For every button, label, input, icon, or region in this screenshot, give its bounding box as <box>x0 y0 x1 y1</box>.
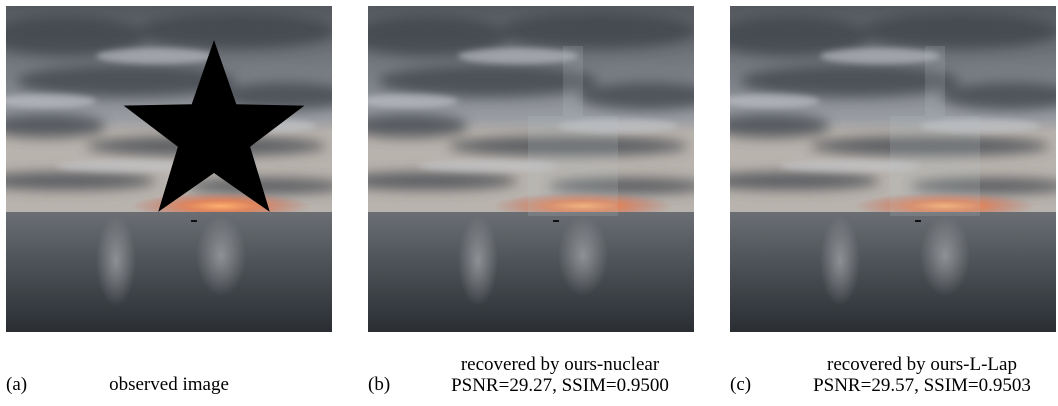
caption: observed image <box>109 374 229 395</box>
caption: PSNR=29.57, SSIM=0.9503 <box>813 375 1031 396</box>
caption: recovered by ours-L-Lap <box>827 354 1017 375</box>
panel-label: (a) <box>6 374 27 395</box>
caption: recovered by ours-nuclear <box>461 354 660 375</box>
image <box>700 6 1058 332</box>
panel: (b) recovered by ours-nuclearPSNR=29.27, … <box>338 6 718 396</box>
panel: (a) observed image <box>0 6 356 395</box>
figure: (a) observed image (b) recovered by ours-nu… <box>0 0 1058 406</box>
panel-label: (b) <box>368 374 390 395</box>
caption: PSNR=29.27, SSIM=0.9500 <box>451 375 669 396</box>
panel-label: (c) <box>730 374 751 395</box>
